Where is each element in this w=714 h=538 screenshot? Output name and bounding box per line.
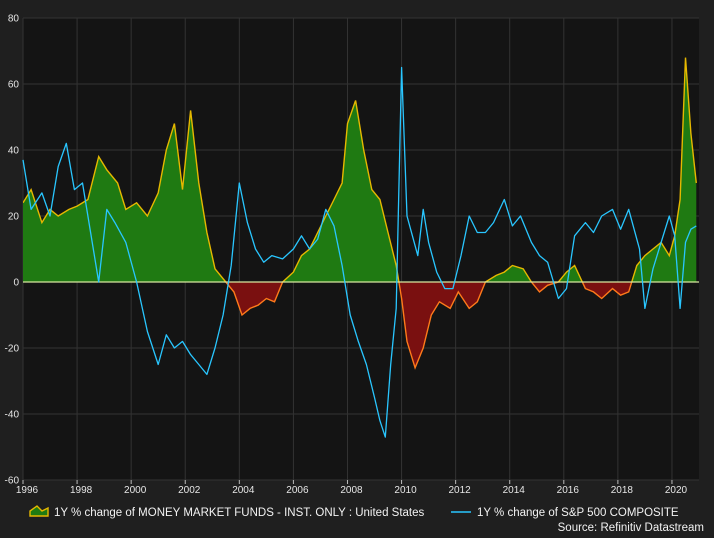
sp500-line (22, 66, 697, 438)
legend-item-line: 1Y % change of S&P 500 COMPOSITE (451, 507, 679, 519)
x-tick-label: 2016 (557, 485, 580, 496)
y-axis-ticks: 80 60 40 20 0 -20 -40 -60 (5, 14, 20, 487)
x-tick-label: 2018 (611, 485, 634, 496)
legend-item-area: 1Y % change of MONEY MARKET FUNDS - INST… (29, 505, 425, 519)
area-fill-positive (23, 57, 697, 282)
y-tick-label: -40 (5, 410, 20, 421)
legend-line-label: 1Y % change of S&P 500 COMPOSITE (477, 507, 679, 519)
x-axis-ticks: 1996 1998 2000 2002 2004 2006 2008 2010 2012 2014… (16, 480, 688, 496)
legend: 1Y % change of MONEY MARKET FUNDS - INST… (29, 505, 679, 519)
y-tick-label: 40 (8, 146, 20, 157)
legend-area-swatch (29, 505, 49, 517)
x-tick-label: 1998 (70, 485, 93, 496)
x-tick-label: 2000 (124, 485, 147, 496)
area-outline-positive (23, 57, 697, 282)
x-tick-label: 2020 (665, 485, 688, 496)
y-tick-label: -20 (5, 344, 20, 355)
x-tick-label: 2014 (503, 485, 526, 496)
x-tick-label: 1996 (16, 485, 39, 496)
y-tick-label: 0 (13, 278, 19, 289)
legend-area-label: 1Y % change of MONEY MARKET FUNDS - INST… (54, 507, 425, 519)
x-tick-label: 2012 (449, 485, 472, 496)
y-tick-label: 20 (8, 212, 20, 223)
y-tick-label: 60 (8, 80, 20, 91)
line-series-layer (22, 66, 697, 438)
area-series-layer (23, 57, 697, 370)
x-tick-label: 2004 (232, 485, 255, 496)
x-tick-label: 2006 (286, 485, 309, 496)
y-tick-label: 80 (8, 14, 20, 25)
source-note: Source: Refinitiv Datastream (558, 522, 704, 534)
y-tick-label: -60 (5, 476, 20, 487)
x-tick-label: 2002 (178, 485, 201, 496)
area-outline-negative (224, 282, 633, 370)
x-tick-label: 2010 (394, 485, 417, 496)
x-tick-label: 2008 (340, 485, 363, 496)
